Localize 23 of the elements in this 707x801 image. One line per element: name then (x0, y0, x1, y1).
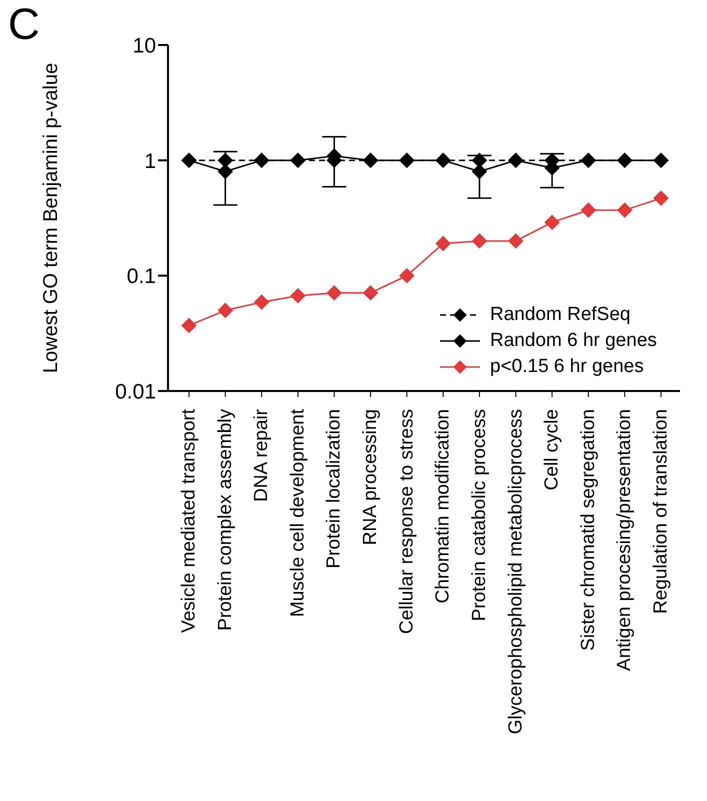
y-tick-label: 0.1 (126, 265, 156, 288)
x-tick-label: Protein localization (324, 409, 345, 568)
y-tick-label: 1 (144, 150, 156, 173)
x-tick-label: Protein complex assembly (214, 408, 236, 631)
x-tick-label: Cellular response to stress (396, 409, 418, 634)
legend-label: p<0.15 6 hr genes (490, 356, 644, 378)
y-axis-title: Lowest GO term Benjamini p-value (40, 62, 62, 374)
x-tick-label: Regulation of translation (650, 409, 672, 614)
x-tick-label: Sister chromatid segregation (578, 409, 599, 651)
x-tick-label: Vesicle mediated transport (178, 408, 200, 633)
chart-title: C (8, 0, 40, 50)
x-tick-label: Antigen procesing/presentation (614, 409, 636, 671)
legend-label: Random RefSeq (490, 304, 630, 326)
x-tick-label: Muscle cell development (287, 408, 308, 618)
x-tick-label: Protein catabolic process (468, 409, 490, 622)
x-tick-label: Chromatin modification (432, 409, 454, 604)
x-tick-label: DNA repair (251, 408, 272, 502)
x-tick-label: Glycerophospholipid metabolicprocess (505, 409, 526, 734)
y-tick-label: 10 (132, 34, 156, 58)
legend-label: Random 6 hr genes (490, 330, 657, 352)
x-tick-label: Cell cycle (542, 409, 563, 490)
x-tick-label: RNA processing (360, 409, 382, 546)
y-tick-label: 0.01 (115, 380, 156, 404)
